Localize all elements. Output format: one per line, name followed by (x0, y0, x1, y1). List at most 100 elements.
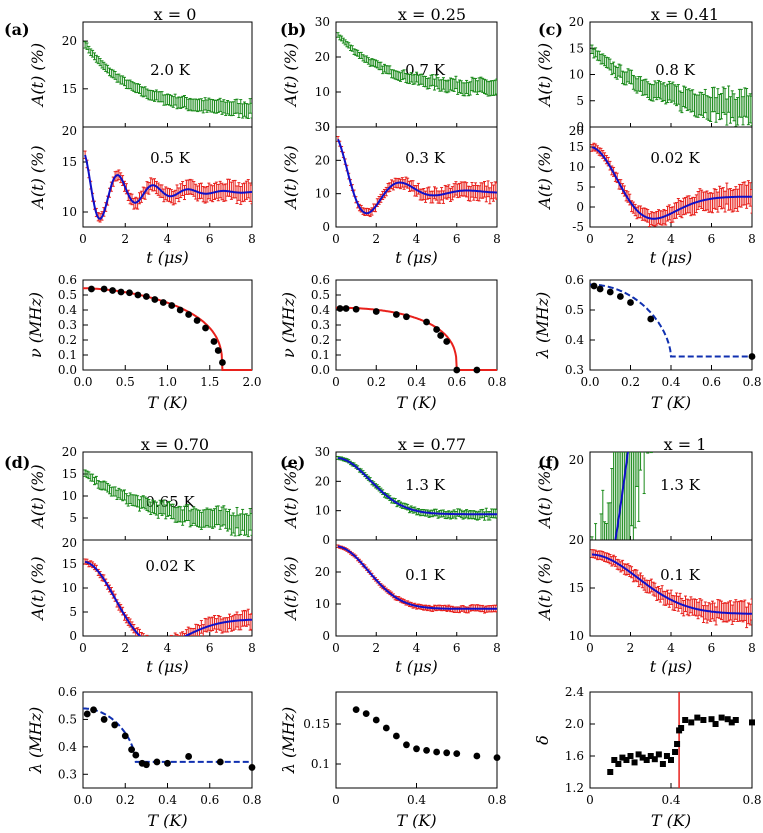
point-a-6 (142, 293, 150, 300)
point-b-0 (336, 305, 344, 312)
lower-ylabel-c: λ (MHz) (533, 292, 552, 359)
ytick-label-d-bottom-3: 15 (62, 557, 77, 571)
point-a-5 (134, 291, 142, 299)
panel-c: (c) x = 0.41 0.8 K 0.02 K 20 (538, 5, 719, 167)
lower-xtick-label-b-2: 0.4 (407, 375, 426, 389)
point-e-10 (453, 750, 461, 757)
point-f-8 (639, 754, 646, 761)
ylabel-a-top: A(t) (%) (28, 43, 47, 108)
point-f-25 (712, 721, 719, 727)
ytick-label-c-top-0: 0 (576, 120, 584, 134)
point-b-7 (433, 326, 441, 333)
lower-ytick-label-c-1: 0.4 (565, 333, 584, 347)
ytick-label-a-bottom-0: 10 (62, 205, 77, 219)
data-c-bottom (590, 142, 752, 227)
lower-xtick-label-c-3: 0.6 (702, 375, 721, 389)
ytick-label-f-bottom-1: 15 (569, 581, 584, 595)
ylabel-b-bottom: A(t) (%) (281, 145, 300, 210)
point-f-16 (672, 749, 679, 755)
point-c-5 (647, 315, 655, 323)
point-a-0 (88, 285, 95, 293)
lower-ytick-label-a-4: 0.4 (58, 303, 77, 317)
lower-ytick-label-d-3: 0.6 (58, 685, 77, 699)
frame-a-bottom (82, 126, 253, 228)
ytick-label-c-top-2: 10 (569, 68, 584, 82)
temp-label-f-top: 1.3 K (660, 476, 701, 494)
xtick-label-f-8: 8 (748, 641, 756, 655)
lower-ytick-label-c-3: 0.6 (565, 273, 584, 287)
xtick-label-b-0: 0 (332, 232, 340, 246)
lower-ylabel-e: λ (MHz) (279, 707, 298, 774)
point-e-0 (352, 706, 360, 713)
data-e-top (336, 455, 497, 521)
point-f-9 (643, 757, 650, 763)
point-d-3 (111, 721, 119, 729)
xtick-label-e-6: 6 (453, 641, 461, 655)
lower-xtick-label-e-1: 0.4 (407, 793, 426, 807)
plot-layer: 15 20 A(t) (%) 10 15 0 2 4 6 8 t (μs) A(t) (%) 0.0 0.… (26, 15, 762, 830)
xtick-label-d-0: 0 (79, 641, 87, 655)
xtick-label-a-4: 4 (164, 232, 172, 246)
point-e-1 (362, 710, 370, 717)
lower-panel-d (82, 691, 256, 789)
xlabel-d: t (μs) (146, 657, 189, 676)
lower-xtick-label-d-2: 0.4 (158, 793, 177, 807)
lower-panel-c (589, 279, 756, 371)
mu-panel-f-top (589, 451, 753, 541)
point-f-29 (732, 717, 739, 723)
panel-a: (a) x = 0 2.0 K 0.5 K 20 (4, 5, 196, 167)
panel-label-a: (a) (4, 20, 30, 39)
xtick-label-a-0: 0 (79, 232, 87, 246)
lower-xtick-label-c-0: 0.0 (580, 375, 599, 389)
frame-lower-d (82, 691, 253, 789)
xtick-label-b-8: 8 (493, 232, 501, 246)
lower-xtick-label-c-1: 0.2 (621, 375, 640, 389)
point-a-15 (214, 347, 222, 354)
data-e-bottom (336, 544, 497, 614)
temp-label-e-bottom: 0.1 K (405, 566, 446, 584)
lower-ytick-label-b-1: 0.1 (311, 348, 330, 362)
lower-xtick-label-a-2: 1.0 (158, 375, 177, 389)
title-e: x = 0.77 (398, 435, 466, 454)
ytick-label-f-bottom-0: 10 (569, 629, 584, 643)
fit-line-b (336, 306, 497, 371)
fit-line-a (83, 287, 252, 371)
panel-label-f: (f) (538, 453, 560, 472)
panel-label-c: (c) (538, 20, 563, 39)
ytick-label-e-top-2: 20 (315, 474, 330, 488)
ytick-label-c-top-3: 15 (569, 41, 584, 55)
ytick-label-b-top-1: 10 (315, 85, 330, 99)
lower-ytick-label-e-0: 0.1 (311, 757, 330, 771)
point-d-8 (142, 761, 150, 769)
ytick-label-c-bottom-3: 10 (569, 160, 584, 174)
lower-xlabel-c: T (K) (651, 393, 691, 412)
mu-panel-d-top (82, 451, 253, 541)
ytick-label-f-top-top: 20 (569, 453, 584, 467)
fit-curve-e-top (337, 457, 497, 516)
lower-xtick-label-d-0: 0.0 (73, 793, 92, 807)
data-a-top (83, 41, 252, 120)
lower-xtick-label-c-4: 0.8 (742, 375, 761, 389)
ylabel-c-bottom: A(t) (%) (535, 145, 554, 210)
point-b-1 (342, 305, 350, 312)
ylabel-e-top: A(t) (%) (281, 464, 300, 529)
xtick-label-d-2: 2 (121, 641, 129, 655)
xlabel-f: t (μs) (650, 657, 693, 676)
axis-break-label-c: 20 (569, 124, 584, 138)
ytick-label-d-bottom-0: 0 (69, 629, 77, 643)
xtick-label-e-0: 0 (332, 641, 340, 655)
xlabel-c: t (μs) (650, 248, 693, 267)
lower-panel-a (82, 279, 253, 371)
point-a-8 (159, 299, 167, 306)
xtick-label-b-6: 6 (453, 232, 461, 246)
lower-ytick-label-b-5: 0.5 (311, 288, 330, 302)
point-d-12 (216, 758, 224, 766)
point-f-1 (611, 757, 618, 763)
ytick-label-d-top-2: 15 (62, 467, 77, 481)
ytick-label-d-top-3: 20 (62, 445, 77, 459)
data-f-top (590, 452, 653, 540)
point-f-3 (619, 754, 626, 761)
point-e-3 (382, 724, 390, 732)
lower-xtick-label-e-2: 0.8 (487, 793, 506, 807)
title-d: x = 0.70 (141, 435, 209, 454)
